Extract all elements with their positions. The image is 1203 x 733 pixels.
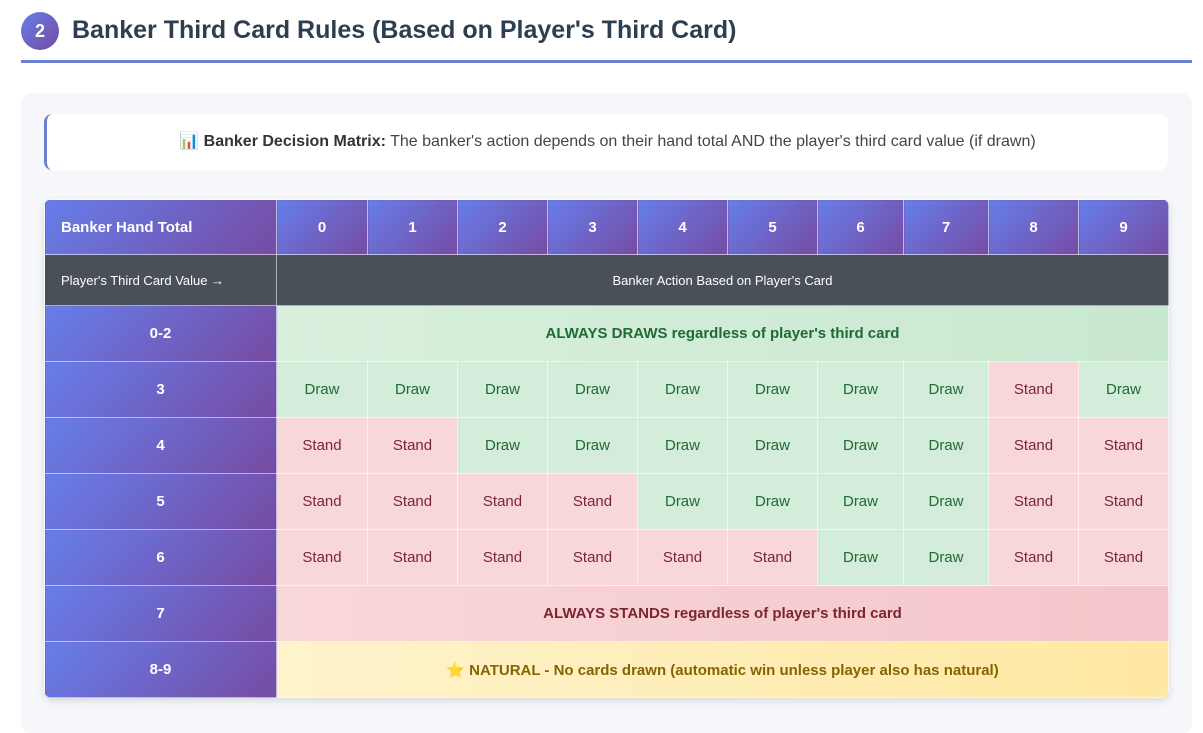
corner-cell: Banker Hand Total	[44, 199, 277, 255]
row-icon: ⭐	[446, 661, 465, 679]
action-cell: Draw	[547, 417, 638, 474]
action-cell: Draw	[727, 473, 818, 530]
note-text: The banker's action depends on their han…	[390, 133, 1036, 150]
action-cell: Draw	[457, 417, 548, 474]
section-number: 2	[21, 12, 59, 50]
section-header: 2 Banker Third Card Rules (Based on Play…	[21, 10, 1192, 63]
action-cell: Draw	[547, 361, 638, 418]
column-header: 6	[817, 199, 904, 255]
action-cell: Stand	[988, 417, 1079, 474]
action-cell: Draw	[637, 473, 728, 530]
panel: 📊 Banker Decision Matrix: The banker's a…	[21, 93, 1192, 733]
note-label: Banker Decision Matrix:	[203, 133, 386, 150]
action-cell: Draw	[903, 529, 989, 586]
action-cell: Draw	[817, 361, 904, 418]
action-cell: Draw	[903, 473, 989, 530]
column-header: 7	[903, 199, 989, 255]
action-cell: Stand	[1078, 473, 1169, 530]
subheader-row: Player's Third Card Value → Banker Action…	[44, 254, 1169, 306]
span-cell: ALWAYS DRAWS regardless of player's thir…	[276, 305, 1169, 362]
rule-row: 0-2 ALWAYS DRAWS regardless of player's t…	[44, 305, 1169, 362]
span-text: ALWAYS DRAWS regardless of player's thir…	[545, 325, 900, 342]
span-cell: ⭐ NATURAL - No cards drawn (automatic wi…	[276, 641, 1169, 698]
action-cell: Stand	[367, 417, 458, 474]
rule-row: 4 Stand Stand Draw Draw Draw Draw Draw Draw Stand…	[44, 417, 1169, 474]
action-cell: Stand	[988, 361, 1079, 418]
row-label: 6	[44, 529, 277, 586]
rule-row: 3 Draw Draw Draw Draw Draw Draw Draw Draw Stand Dr…	[44, 361, 1169, 418]
action-cell: Draw	[276, 361, 368, 418]
column-header: 9	[1078, 199, 1169, 255]
decision-table: Banker Hand Total 0 1 2 3 4 5 6 7 8 9 Player's Thir…	[44, 199, 1169, 698]
action-cell: Draw	[817, 417, 904, 474]
row-label: 8-9	[44, 641, 277, 698]
action-cell: Stand	[547, 473, 638, 530]
action-cell: Stand	[457, 529, 548, 586]
action-cell: Draw	[727, 361, 818, 418]
action-cell: Stand	[547, 529, 638, 586]
action-cell: Draw	[903, 361, 989, 418]
action-cell: Stand	[988, 473, 1079, 530]
action-cell: Draw	[727, 417, 818, 474]
action-cell: Stand	[367, 473, 458, 530]
column-header: 0	[276, 199, 368, 255]
column-header: 3	[547, 199, 638, 255]
action-cell: Draw	[637, 417, 728, 474]
subheader-left: Player's Third Card Value →	[44, 254, 277, 306]
action-cell: Stand	[727, 529, 818, 586]
action-cell: Stand	[457, 473, 548, 530]
rule-row: 5 Stand Stand Stand Stand Draw Draw Draw Draw Sta…	[44, 473, 1169, 530]
action-cell: Draw	[817, 473, 904, 530]
column-header: 5	[727, 199, 818, 255]
row-label: 5	[44, 473, 277, 530]
column-header: 1	[367, 199, 458, 255]
section-title: Banker Third Card Rules (Based on Player…	[72, 16, 737, 44]
column-header: 4	[637, 199, 728, 255]
column-header: 2	[457, 199, 548, 255]
action-cell: Stand	[276, 529, 368, 586]
span-text: ALWAYS STANDS regardless of player's thi…	[543, 605, 902, 622]
action-cell: Stand	[276, 417, 368, 474]
action-cell: Draw	[457, 361, 548, 418]
info-note: 📊 Banker Decision Matrix: The banker's a…	[44, 114, 1168, 170]
row-label: 4	[44, 417, 277, 474]
row-label: 7	[44, 585, 277, 642]
action-cell: Stand	[1078, 529, 1169, 586]
action-cell: Draw	[817, 529, 904, 586]
action-cell: Draw	[1078, 361, 1169, 418]
row-label: 3	[44, 361, 277, 418]
row-label: 0-2	[44, 305, 277, 362]
action-cell: Draw	[903, 417, 989, 474]
subheader-right: Banker Action Based on Player's Card	[276, 254, 1169, 306]
rule-row: 8-9 ⭐ NATURAL - No cards drawn (automatic…	[44, 641, 1169, 698]
action-cell: Stand	[367, 529, 458, 586]
note-icon: 📊	[179, 133, 200, 150]
rule-row: 7 ALWAYS STANDS regardless of player's th…	[44, 585, 1169, 642]
action-cell: Stand	[988, 529, 1079, 586]
action-cell: Draw	[367, 361, 458, 418]
rule-row: 6 Stand Stand Stand Stand Stand Stand Draw Draw S…	[44, 529, 1169, 586]
header-row: Banker Hand Total 0 1 2 3 4 5 6 7 8 9	[44, 199, 1169, 255]
action-cell: Draw	[637, 361, 728, 418]
action-cell: Stand	[637, 529, 728, 586]
column-header: 8	[988, 199, 1079, 255]
action-cell: Stand	[1078, 417, 1169, 474]
span-cell: ALWAYS STANDS regardless of player's thi…	[276, 585, 1169, 642]
action-cell: Stand	[276, 473, 368, 530]
span-text: NATURAL - No cards drawn (automatic win …	[469, 661, 999, 679]
